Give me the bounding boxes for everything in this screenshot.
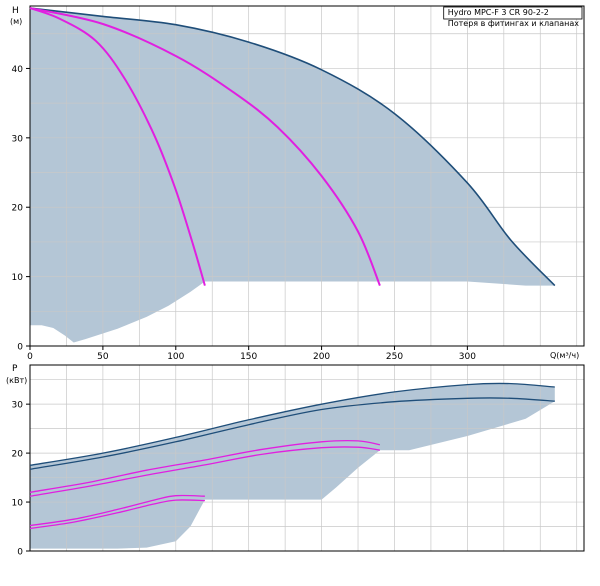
legend-title-box [443,6,583,20]
head-series-line [29,7,381,286]
power-y-tick-label: 20 [12,450,24,460]
chart-legend: Hydro MPC-F 3 CR 90-2-2 Потеря в фитингах… [443,6,583,28]
head-frame [29,5,585,347]
power-frame [29,364,585,552]
power-y-tick-label: 0 [17,548,23,558]
power-y-tick-label: 30 [12,401,24,411]
head-y-tick-label: 20 [12,204,24,214]
flow-axis-label: Q(м³/ч) [550,351,579,360]
plot-head: 0 10 20 30 40 0 50 100 150 200 250 300 [12,5,585,362]
head-axis-unit: (м) [10,17,22,26]
head-x-tick-label: 100 [167,352,184,362]
head-y-tick-label: 30 [12,134,24,144]
head-grid [30,6,584,346]
power-series-line [29,439,381,493]
head-x-tick-label: 300 [459,352,476,362]
head-operating-area [30,8,555,343]
head-x-tick-label: 200 [313,352,330,362]
head-x-tick-label: 0 [27,352,33,362]
power-y-tick-label: 10 [12,499,24,509]
power-operating-area [30,383,555,549]
power-series-line [29,494,205,527]
power-series-line [29,446,380,497]
power-series-line [29,499,205,530]
head-series-line [29,7,206,286]
head-y-tick-label: 40 [12,65,24,75]
power-series-line [29,397,555,470]
legend-text-line: Потеря в фитингах и клапанах [448,19,580,28]
head-x-tick-label: 250 [386,352,403,362]
power-axis-unit: (кВт) [6,376,27,385]
head-axis-label: H [12,6,19,16]
legend-text-line: Hydro MPC-F 3 CR 90-2-2 [448,8,549,17]
head-x-tick-label: 50 [97,352,109,362]
head-series-line [29,7,556,287]
head-x-tick-label: 150 [240,352,257,362]
plot-power: 0 10 20 30 [12,364,585,558]
head-y-tick-label: 0 [17,343,23,353]
power-series-line [29,382,555,466]
head-y-tick-label: 10 [12,273,24,283]
power-axis-label: P [12,364,18,374]
